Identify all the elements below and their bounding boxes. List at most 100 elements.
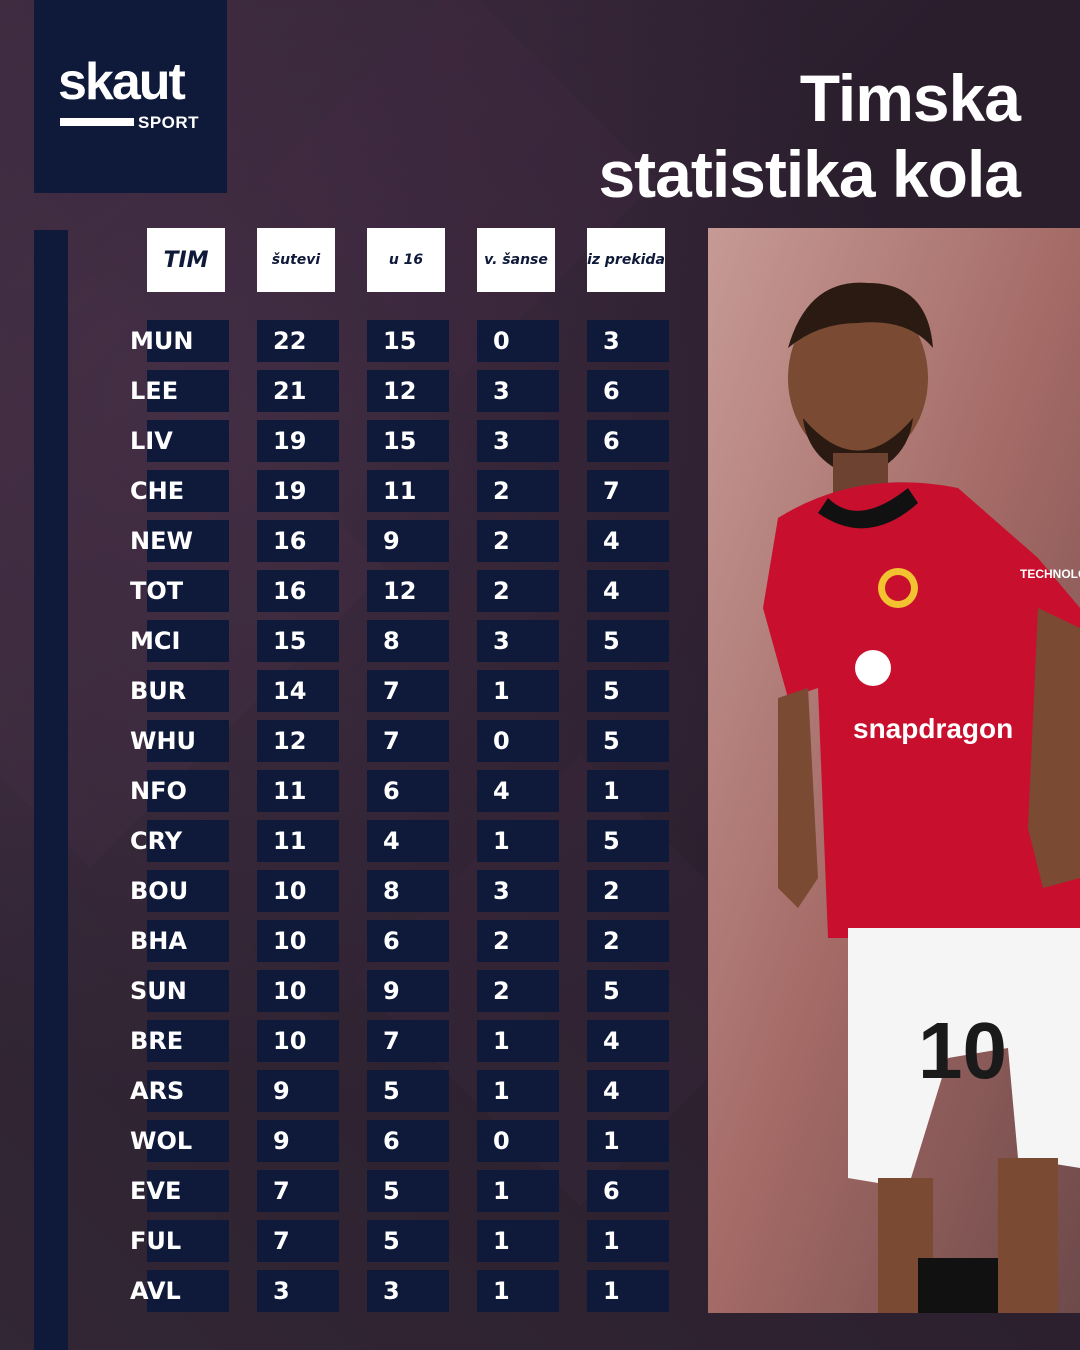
- cell-big-chances: 0: [477, 1120, 559, 1162]
- cell-in16: 11: [367, 470, 449, 512]
- team-name: BHA: [130, 927, 187, 955]
- cell-in16: 4: [367, 820, 449, 862]
- cell-big-chances: 1: [477, 670, 559, 712]
- cell-in16: 12: [367, 570, 449, 612]
- cell-shots: 16: [257, 520, 339, 562]
- team-name-bg: [147, 570, 229, 612]
- brand-underline: [60, 118, 134, 126]
- cell-shots: 12: [257, 720, 339, 762]
- cell-shots: 9: [257, 1120, 339, 1162]
- cell-shots: 19: [257, 420, 339, 462]
- cell-in16: 7: [367, 670, 449, 712]
- cell-set-pieces: 5: [587, 720, 669, 762]
- brand-logo: skaut SPORT: [34, 0, 227, 193]
- cell-set-pieces: 1: [587, 1220, 669, 1262]
- team-name-bg: [147, 1170, 229, 1212]
- cell-set-pieces: 5: [587, 620, 669, 662]
- header-set-pieces: iz prekida: [587, 228, 665, 292]
- cell-in16: 8: [367, 620, 449, 662]
- player-illustration: snapdragon TECHNOLO 10: [708, 228, 1080, 1313]
- cell-in16: 15: [367, 320, 449, 362]
- team-name: LEE: [130, 377, 179, 405]
- cell-in16: 6: [367, 920, 449, 962]
- cell-in16: 3: [367, 1270, 449, 1312]
- cell-shots: 21: [257, 370, 339, 412]
- brand-sub: SPORT: [138, 113, 200, 132]
- team-name: WHU: [130, 727, 197, 755]
- team-name-bg: [147, 870, 229, 912]
- cell-shots: 7: [257, 1220, 339, 1262]
- team-name-bg: [147, 670, 229, 712]
- cell-big-chances: 2: [477, 570, 559, 612]
- team-name: NEW: [130, 527, 193, 555]
- cell-set-pieces: 4: [587, 1020, 669, 1062]
- team-name-bg: [147, 720, 229, 762]
- cell-set-pieces: 2: [587, 870, 669, 912]
- cell-in16: 5: [367, 1170, 449, 1212]
- title-line-1: Timska: [799, 61, 1021, 135]
- cell-shots: 14: [257, 670, 339, 712]
- cell-set-pieces: 3: [587, 320, 669, 362]
- cell-shots: 11: [257, 770, 339, 812]
- cell-big-chances: 4: [477, 770, 559, 812]
- cell-shots: 22: [257, 320, 339, 362]
- team-name: TOT: [130, 577, 184, 605]
- cell-big-chances: 2: [477, 970, 559, 1012]
- cell-shots: 10: [257, 920, 339, 962]
- team-name: CHE: [130, 477, 185, 505]
- cell-in16: 12: [367, 370, 449, 412]
- cell-shots: 10: [257, 870, 339, 912]
- cell-in16: 6: [367, 1120, 449, 1162]
- cell-big-chances: 1: [477, 1270, 559, 1312]
- cell-set-pieces: 6: [587, 370, 669, 412]
- team-name-bg: [147, 820, 229, 862]
- team-name-bg: [147, 970, 229, 1012]
- team-name: NFO: [130, 777, 187, 805]
- cell-set-pieces: 2: [587, 920, 669, 962]
- cell-in16: 5: [367, 1070, 449, 1112]
- cell-set-pieces: 4: [587, 520, 669, 562]
- cell-big-chances: 2: [477, 520, 559, 562]
- team-name: BUR: [130, 677, 187, 705]
- team-name-bg: [147, 920, 229, 962]
- cell-shots: 9: [257, 1070, 339, 1112]
- cell-set-pieces: 5: [587, 970, 669, 1012]
- shorts-number: 10: [918, 1006, 1007, 1095]
- jersey-sponsor-text: snapdragon: [853, 713, 1013, 744]
- team-name-bg: [147, 1270, 229, 1312]
- cell-big-chances: 3: [477, 420, 559, 462]
- team-name: BRE: [130, 1027, 184, 1055]
- cell-in16: 9: [367, 520, 449, 562]
- team-name: MUN: [130, 327, 194, 355]
- cell-big-chances: 1: [477, 1020, 559, 1062]
- team-name-bg: [147, 370, 229, 412]
- title-line-2: statistika kola: [598, 137, 1021, 211]
- cell-shots: 10: [257, 970, 339, 1012]
- team-name-bg: [147, 1120, 229, 1162]
- team-name: WOL: [130, 1127, 193, 1155]
- header-shots: šutevi: [257, 228, 335, 292]
- cell-big-chances: 3: [477, 870, 559, 912]
- cell-big-chances: 3: [477, 620, 559, 662]
- player-photo: snapdragon TECHNOLO 10: [708, 228, 1080, 1313]
- team-name-bg: [147, 420, 229, 462]
- header-in16: u 16: [367, 228, 445, 292]
- team-name: AVL: [130, 1277, 181, 1305]
- cell-big-chances: 2: [477, 920, 559, 962]
- cell-in16: 7: [367, 720, 449, 762]
- cell-big-chances: 0: [477, 720, 559, 762]
- team-name-bg: [147, 770, 229, 812]
- cell-set-pieces: 4: [587, 1070, 669, 1112]
- cell-set-pieces: 6: [587, 420, 669, 462]
- cell-set-pieces: 1: [587, 1120, 669, 1162]
- team-name-bg: [147, 320, 229, 362]
- cell-shots: 3: [257, 1270, 339, 1312]
- cell-big-chances: 1: [477, 1170, 559, 1212]
- team-name-bg: [147, 1220, 229, 1262]
- team-name-bg: [147, 1020, 229, 1062]
- cell-in16: 8: [367, 870, 449, 912]
- cell-big-chances: 0: [477, 320, 559, 362]
- team-name: CRY: [130, 827, 183, 855]
- cell-big-chances: 1: [477, 1070, 559, 1112]
- cell-shots: 11: [257, 820, 339, 862]
